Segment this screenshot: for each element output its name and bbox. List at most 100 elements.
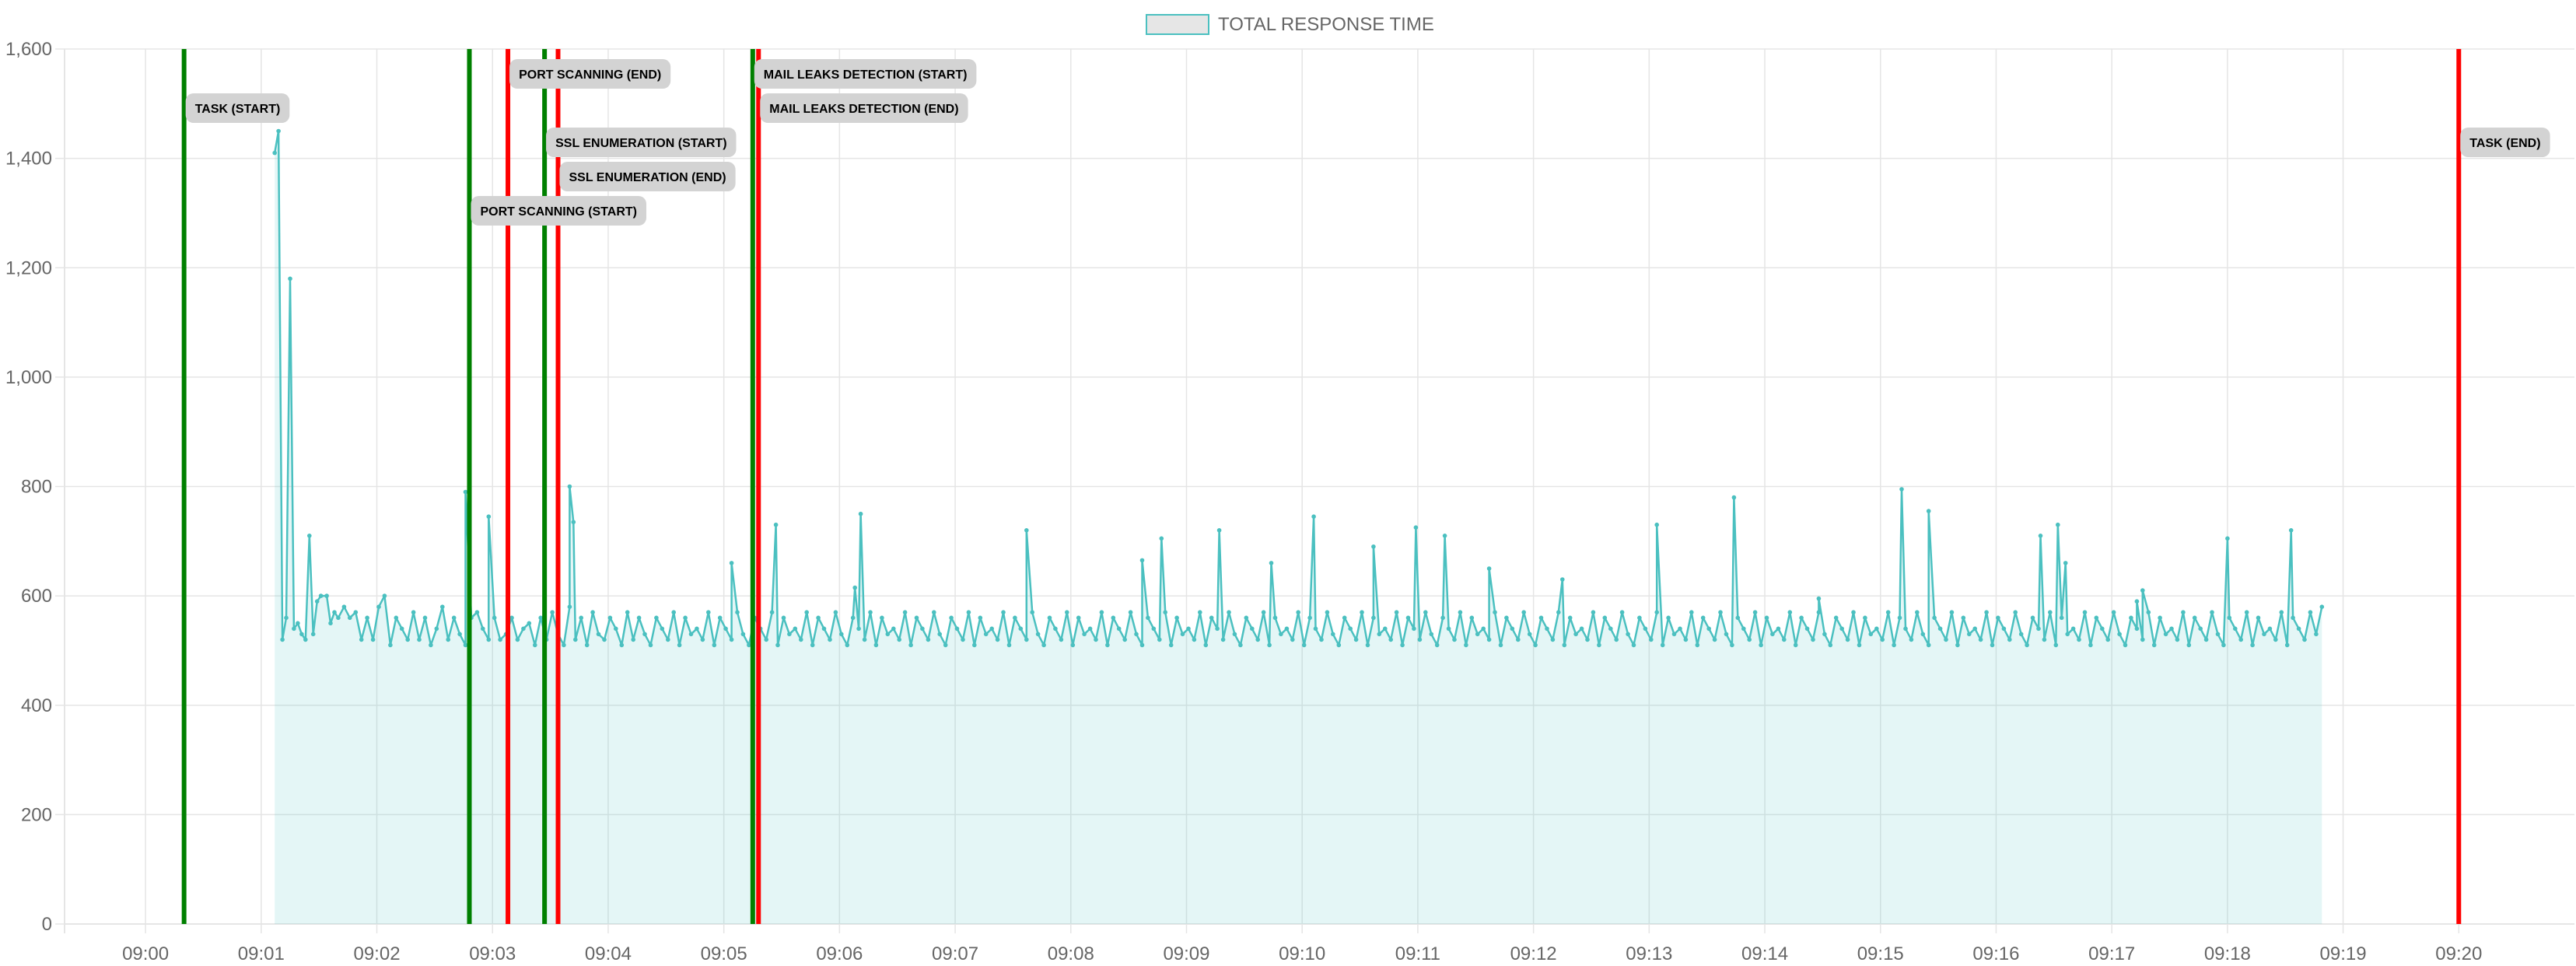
data-point [983, 632, 989, 637]
data-point [2134, 626, 2140, 632]
data-point [1209, 615, 1214, 621]
data-point [1139, 558, 1145, 563]
data-point [2279, 610, 2284, 614]
data-point [2244, 610, 2249, 614]
annotation-label: PORT SCANNING (END) [519, 68, 661, 82]
x-tick-label: 09:10 [1279, 943, 1325, 964]
data-point [717, 615, 723, 621]
data-point [1279, 632, 1283, 637]
data-point [787, 632, 792, 637]
data-point [2314, 632, 2319, 637]
legend-label[interactable]: TOTAL RESPONSE TIME [1218, 14, 1434, 35]
data-point [642, 632, 647, 637]
data-point [2227, 615, 2232, 621]
data-point [1776, 626, 1781, 632]
data-point [307, 534, 312, 538]
data-point [1654, 610, 1659, 614]
data-point [382, 593, 387, 598]
data-point [625, 610, 630, 614]
data-point [873, 642, 879, 648]
data-point [1440, 615, 1445, 621]
legend-swatch[interactable] [1146, 14, 1209, 35]
data-point [1678, 626, 1682, 632]
data-point [1978, 637, 1983, 642]
phase-annotation: TASK (START) [185, 93, 290, 123]
x-axis-ticks: 09:00 09:01 09:02 09:03 09:04 09:05 09:06 09:07… [122, 943, 2482, 964]
data-point [579, 615, 583, 621]
data-point [434, 626, 439, 632]
data-point [775, 642, 780, 648]
data-point [2140, 637, 2145, 642]
data-point [573, 637, 578, 642]
data-point [1498, 642, 1503, 648]
annotation-box [509, 59, 671, 89]
data-point [1533, 642, 1538, 648]
data-point [1735, 615, 1741, 621]
data-point [799, 637, 803, 642]
data-point [1255, 637, 1260, 642]
data-point [1082, 632, 1087, 637]
data-point [821, 626, 827, 632]
data-point [1839, 626, 1844, 632]
data-point [1845, 637, 1850, 642]
data-point [1666, 615, 1671, 621]
data-point [272, 150, 278, 156]
data-point [2007, 637, 2012, 642]
data-point [1874, 626, 1879, 632]
data-point [954, 626, 960, 632]
data-point [937, 632, 942, 637]
data-point [440, 604, 445, 609]
data-point [463, 642, 468, 648]
data-point [1955, 642, 1960, 648]
data-point [2198, 626, 2203, 632]
data-point [1215, 626, 1220, 632]
data-point [336, 615, 341, 621]
data-point [422, 615, 428, 621]
data-point [292, 626, 296, 632]
data-point [1493, 610, 1497, 614]
x-tick-label: 09:08 [1048, 943, 1094, 964]
data-point [1394, 610, 1399, 614]
data-point [1944, 637, 1948, 642]
data-point [1342, 615, 1347, 621]
annotation-box [471, 196, 646, 226]
data-point [2140, 588, 2145, 593]
legend[interactable]: TOTAL RESPONSE TIME [1146, 14, 1434, 35]
data-point [2221, 642, 2226, 648]
data-point [1413, 525, 1419, 530]
data-point [486, 637, 492, 642]
data-point [2225, 536, 2230, 541]
data-point [2273, 637, 2278, 642]
data-point [1538, 615, 1544, 621]
data-point [457, 632, 462, 637]
data-point [2186, 642, 2192, 648]
data-point [2065, 632, 2070, 637]
x-tick-label: 09:04 [585, 943, 632, 964]
data-point [2025, 642, 2029, 648]
annotation-label: SSL ENUMERATION (START) [555, 137, 726, 150]
data-point [666, 637, 670, 642]
data-point [1683, 637, 1689, 642]
data-point [1232, 632, 1237, 637]
data-point [2146, 610, 2151, 614]
data-point [1892, 642, 1896, 648]
data-point [1059, 637, 1064, 642]
data-point [388, 642, 393, 648]
data-point [515, 637, 520, 642]
annotation-box [2460, 128, 2550, 157]
data-point [394, 615, 399, 621]
data-point [897, 637, 901, 642]
data-point [1614, 637, 1619, 642]
annotation-box [185, 93, 290, 123]
data-point [660, 626, 665, 632]
data-point [1920, 632, 1926, 637]
data-point [1591, 610, 1596, 614]
data-point [1816, 610, 1822, 614]
data-point [1556, 610, 1561, 614]
data-point [1442, 534, 1447, 538]
data-point [2056, 522, 2060, 527]
data-point [1481, 626, 1486, 632]
data-point [2042, 637, 2047, 642]
data-point [1857, 642, 1862, 648]
data-point [1122, 637, 1127, 642]
